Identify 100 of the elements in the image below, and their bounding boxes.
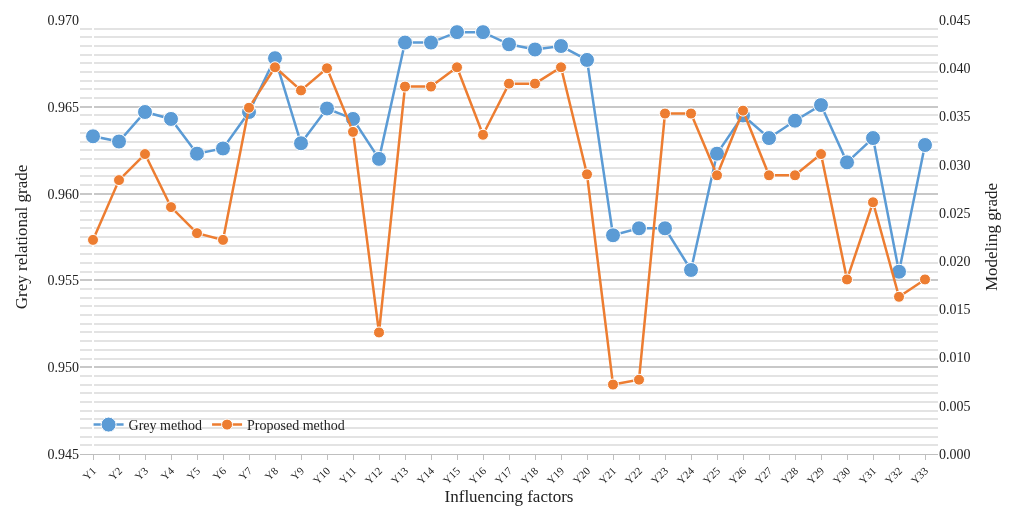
x-tick-label: Y13 — [388, 464, 411, 487]
y2-tick-label: 0.035 — [939, 109, 971, 125]
y2-tick-label: 0.030 — [939, 157, 971, 173]
point — [657, 220, 673, 237]
point — [373, 326, 385, 339]
point — [191, 227, 203, 240]
x-tick-label: Y32 — [882, 464, 905, 487]
x-tick-label: Y22 — [622, 464, 645, 487]
point — [891, 263, 907, 280]
x-tick-label: Y31 — [856, 464, 879, 487]
point — [711, 169, 723, 182]
x-tick-label: Y24 — [674, 464, 697, 487]
x-tick-label: Y9 — [288, 464, 307, 483]
x-tick-label: Y8 — [262, 464, 281, 483]
point — [683, 261, 699, 278]
point — [269, 61, 281, 74]
y2-tick-label: 0.015 — [939, 302, 971, 318]
y2-tick-label: 0.025 — [939, 205, 971, 221]
point — [553, 38, 569, 55]
point — [761, 130, 777, 147]
point — [865, 130, 881, 147]
y-tick-label: 0.955 — [47, 273, 79, 289]
point — [477, 128, 489, 141]
x-tick-label: Y30 — [830, 464, 853, 487]
y2-tick-label: 0.045 — [939, 12, 971, 28]
y-tick-label: 0.960 — [47, 186, 79, 202]
point — [501, 36, 517, 53]
point — [397, 34, 413, 51]
point — [423, 34, 439, 51]
x-axis-title: Influencing factors — [444, 486, 574, 506]
x-tick-label: Y20 — [570, 464, 593, 487]
x-tick-label: Y12 — [362, 464, 385, 487]
point — [87, 233, 99, 246]
point — [917, 136, 933, 153]
x-tick-label: Y6 — [210, 464, 229, 483]
x-tick-label: Y33 — [908, 464, 931, 487]
y-tick-label: 0.950 — [47, 360, 79, 376]
x-tick-label: Y23 — [648, 464, 671, 487]
x-tick-label: Y25 — [700, 464, 723, 487]
point — [813, 97, 829, 114]
point — [163, 110, 179, 127]
point — [527, 41, 543, 58]
point — [789, 169, 801, 182]
x-tick-label: Y1 — [80, 464, 99, 483]
point — [371, 150, 387, 167]
point — [659, 107, 671, 120]
point — [737, 104, 749, 117]
x-tick-label: Y11 — [336, 464, 359, 487]
point — [451, 61, 463, 74]
point — [555, 61, 567, 74]
x-tick-label: Y2 — [106, 464, 125, 483]
x-tick-label: Y26 — [726, 464, 749, 487]
x-tick-label: Y29 — [804, 464, 827, 487]
point — [841, 273, 853, 286]
y2-tick-label: 0.040 — [939, 61, 971, 77]
point — [503, 77, 515, 90]
point — [529, 77, 541, 90]
x-tick-label: Y27 — [752, 464, 775, 487]
point — [449, 24, 465, 41]
point — [893, 290, 905, 303]
point — [867, 196, 879, 209]
y-axis-title: Grey relational grade — [12, 164, 32, 310]
x-tick-label: Y16 — [466, 464, 489, 487]
x-tick-label: Y15 — [440, 464, 463, 487]
x-tick-label: Y19 — [544, 464, 567, 487]
point — [579, 51, 595, 68]
point — [763, 169, 775, 182]
y2-axis-title: Modeling grade — [981, 182, 1001, 292]
y-tick-label: 0.945 — [47, 446, 79, 462]
point — [685, 107, 697, 120]
x-tick-label: Y18 — [518, 464, 541, 487]
x-tick-label: Y21 — [596, 464, 619, 487]
point — [605, 227, 621, 244]
x-tick-label: Y7 — [236, 464, 255, 483]
y-tick-label: 0.965 — [47, 99, 79, 115]
legend-label: Grey method — [128, 418, 203, 434]
point — [815, 148, 827, 161]
x-tick-label: Y10 — [310, 464, 333, 487]
y2-tick-label: 0.005 — [939, 398, 971, 414]
x-tick-label: Y14 — [414, 464, 437, 487]
point — [919, 273, 931, 286]
y2-tick-label: 0.010 — [939, 350, 971, 366]
x-tick-label: Y4 — [158, 464, 177, 483]
point — [581, 168, 593, 181]
point — [633, 373, 645, 386]
point — [139, 148, 151, 161]
point — [709, 145, 725, 162]
point — [475, 24, 491, 41]
point — [215, 140, 231, 157]
point — [319, 100, 335, 117]
y2-tick-label: 0.000 — [939, 446, 971, 462]
point — [137, 104, 153, 120]
x-tick-label: Y28 — [778, 464, 801, 487]
point — [321, 62, 333, 75]
point — [85, 128, 101, 145]
y2-tick-label: 0.020 — [939, 254, 971, 270]
point — [295, 84, 307, 97]
x-tick-label: Y17 — [492, 464, 515, 487]
legend-label: Proposed method — [247, 418, 345, 434]
point — [347, 125, 359, 138]
